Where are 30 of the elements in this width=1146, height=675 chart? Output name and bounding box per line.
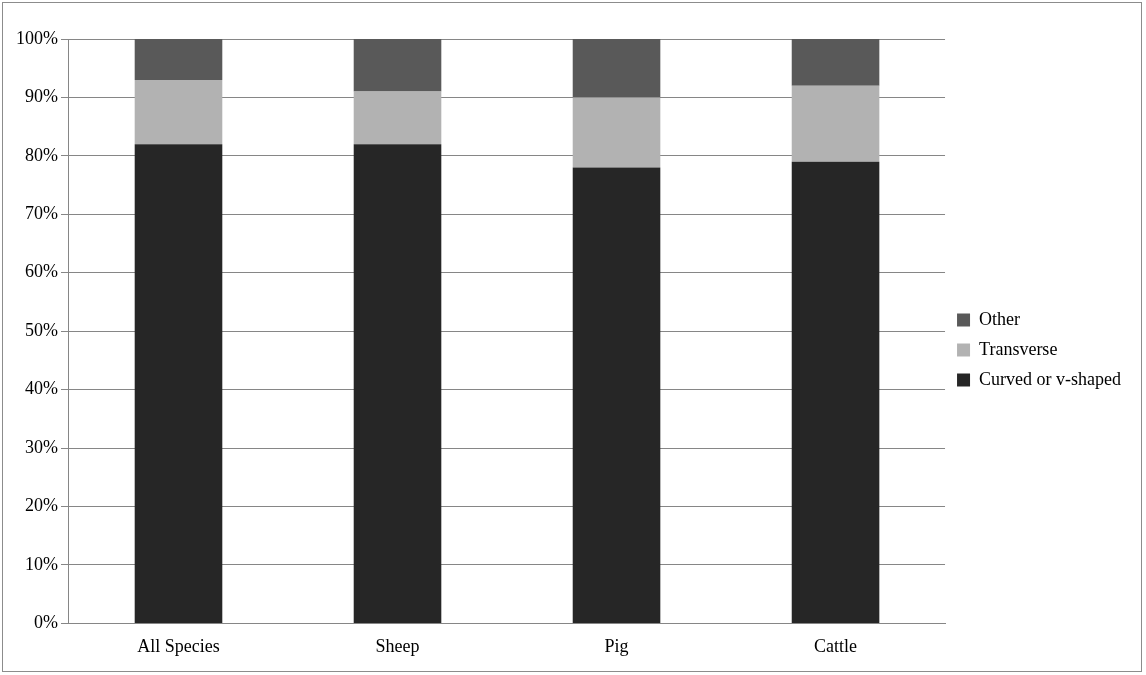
bar — [353, 91, 442, 145]
bar — [572, 39, 661, 98]
bar — [134, 144, 223, 623]
legend-label: Transverse — [979, 338, 1058, 359]
y-tick-label: 90% — [24, 86, 58, 107]
y-tick-label: 40% — [24, 378, 58, 399]
bar — [134, 79, 223, 145]
bar — [572, 167, 661, 623]
y-tick-label: 30% — [24, 436, 58, 457]
y-tick-label: 60% — [24, 261, 58, 282]
y-tick-label: 70% — [24, 203, 58, 224]
y-tick-label: 80% — [24, 144, 58, 165]
bar — [353, 39, 442, 92]
bar — [353, 144, 442, 623]
y-tick-label: 0% — [33, 612, 58, 633]
bar — [572, 97, 661, 168]
x-tick-label: Pig — [604, 635, 629, 656]
bar — [791, 161, 880, 623]
y-tick-label: 100% — [15, 27, 58, 48]
y-tick-label: 10% — [24, 553, 58, 574]
x-tick-label: All Species — [137, 635, 220, 656]
y-tick-label: 20% — [24, 495, 58, 516]
bar — [791, 39, 880, 86]
bar — [791, 85, 880, 162]
legend-label: Curved or v-shaped — [979, 368, 1122, 389]
bar — [134, 39, 223, 80]
legend-label: Other — [979, 308, 1021, 329]
x-tick-label: Sheep — [375, 635, 420, 656]
x-tick-label: Cattle — [814, 635, 858, 656]
y-tick-label: 50% — [24, 319, 58, 340]
